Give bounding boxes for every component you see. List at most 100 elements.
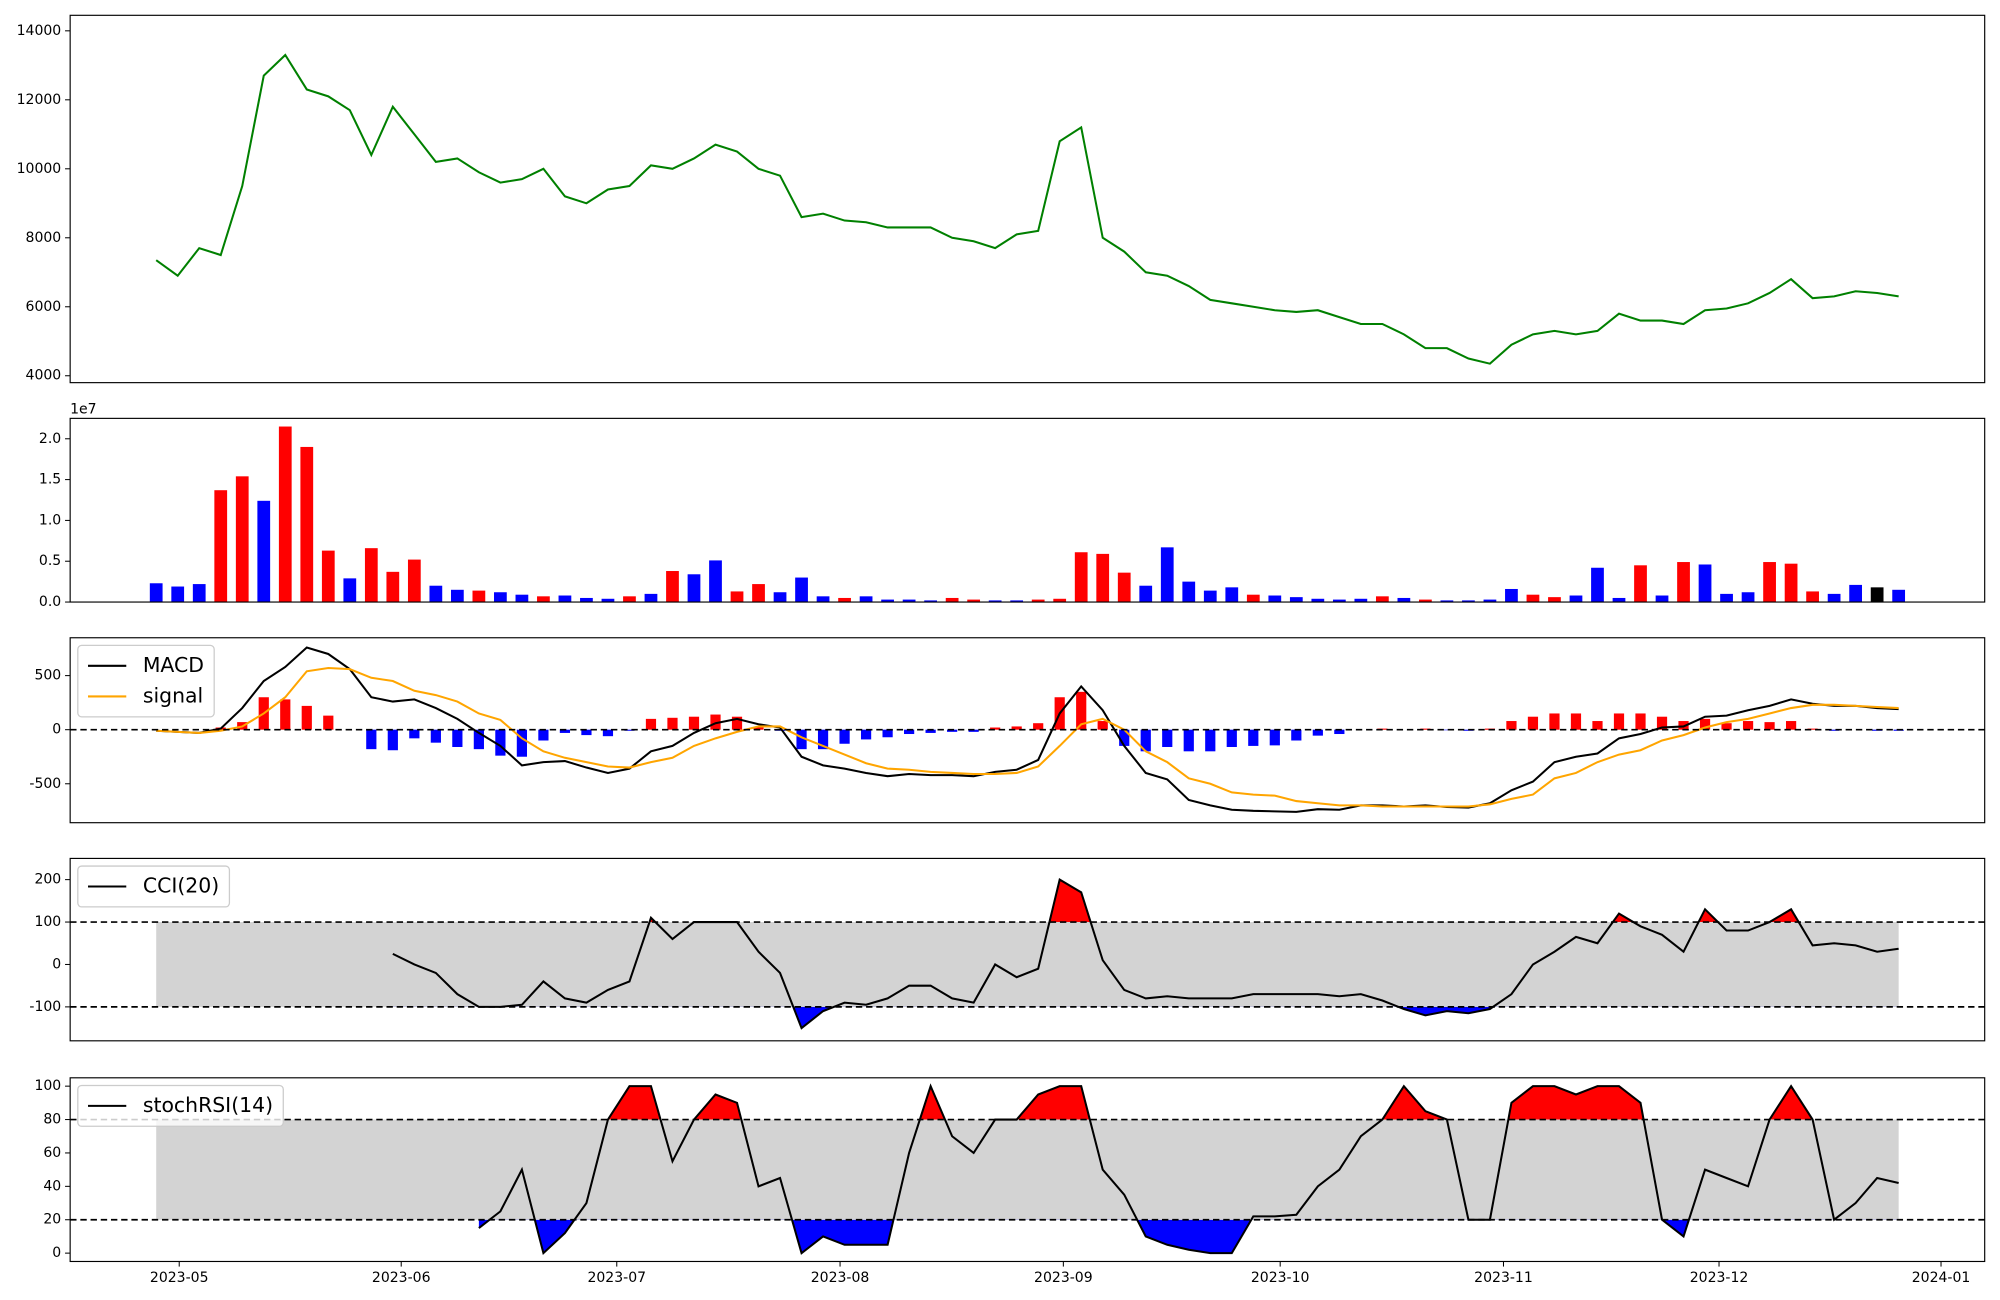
legend: stochRSI(14) [77,1084,284,1127]
volume-bar [192,584,206,603]
y-tick-label: 200 [34,872,61,888]
volume-bar [988,600,1002,603]
volume-bar [1827,593,1841,603]
y-tick-label: 4000 [26,368,62,384]
panel: -100 0 100 200 CCI(20) [29,857,1986,1042]
histogram-bar [1162,729,1173,747]
histogram-bar [280,699,291,730]
legend-box [77,1084,284,1127]
volume-bar [1784,563,1798,603]
series-line [156,646,1899,813]
volume-bar [902,599,916,603]
histogram-bar [1656,716,1668,730]
histogram-bar [667,717,678,730]
histogram-bar [990,727,1001,730]
y-tick-label: 10000 [17,161,62,177]
volume-bar [1311,598,1325,603]
histogram-bar [387,729,398,751]
x-tick-label: 2023-11 [1474,1270,1533,1286]
volume-bar [924,600,937,603]
volume-bar [1806,591,1819,603]
volume-bar [1763,562,1776,603]
volume-bar [1634,565,1647,603]
histogram-bar [1226,729,1237,747]
volume-bar [1548,597,1561,603]
threshold-band [156,922,1899,1007]
volume-bar [300,446,314,603]
volume-bar [149,583,163,603]
y-tick-label: 2.0 [39,431,61,447]
y-tick-label: 1.5 [39,472,61,488]
histogram-bar [538,729,549,741]
histogram-bar [581,729,592,736]
histogram-bar [796,729,807,750]
y-tick-label: 0.0 [39,594,61,610]
x-tick-label: 2023-12 [1690,1270,1749,1286]
histogram-bar [1011,726,1022,730]
x-tick-label: 2023-05 [150,1270,209,1286]
histogram-bar [1785,721,1797,730]
y-tick-label: 20 [43,1212,61,1228]
y-tick-label: 12000 [17,92,62,108]
volume-bar [1720,593,1733,603]
legend-label: CCI(20) [143,873,219,897]
volume-bar [171,586,185,603]
volume-bar [1332,599,1346,603]
histogram-bar [1140,729,1151,752]
y-tick-label: 60 [43,1145,61,1161]
y-tick-label: 0 [52,1245,61,1261]
histogram-bar [1613,713,1625,730]
histogram-bar [839,729,850,744]
histogram-bar [710,714,721,730]
volume-bar [1225,587,1239,603]
y-tick-label: 100 [34,1078,61,1094]
volume-bar [709,560,722,603]
volume-bar [1569,595,1583,603]
histogram-bar [1291,729,1302,741]
histogram-bar [753,727,764,730]
volume-bar [795,577,808,603]
histogram-bar [1549,713,1560,730]
volume-bar [321,550,335,603]
volume-bar [1419,599,1432,603]
histogram-bar [495,729,506,756]
histogram-bar [559,729,571,733]
x-tick-label: 2023-09 [1034,1270,1093,1286]
y-tick-label: 8000 [26,230,62,246]
volume-bar [472,590,486,603]
series-line [392,878,1899,1030]
volume-bar [214,490,228,603]
volume-bar [1591,567,1604,603]
volume-bar [1849,584,1863,603]
x-tick-label: 2023-07 [587,1270,646,1286]
y-tick-label: 1.0 [39,512,61,528]
histogram-bar [645,718,657,730]
y-tick-label: 0 [52,956,61,972]
histogram-bar [516,729,528,757]
y-tick-label: 6000 [26,299,62,315]
volume-bar [816,596,830,603]
volume-bar [1397,597,1411,603]
volume-bar [278,426,292,603]
histogram-bar [452,729,463,747]
volume-bar [644,593,658,603]
x-tick-label: 2023-10 [1251,1270,1310,1286]
volume-bar [450,589,464,603]
volume-bar [494,592,507,603]
y-tick-label: 0.5 [39,553,61,569]
volume-bar [859,596,873,603]
histogram-bar [1721,723,1732,730]
histogram-bar [323,715,334,730]
volume-bar [1462,600,1475,603]
volume-bar [601,598,615,603]
axes-frame [69,1077,1986,1263]
volume-bar [666,571,679,603]
legend-box [77,865,231,908]
volume-bar [1031,599,1045,603]
volume-bar [537,596,550,603]
histogram-bar [1635,713,1646,730]
histogram-bar [1248,729,1259,746]
volume-bar [1698,564,1712,603]
volume-bar [429,585,443,603]
histogram-bar [1183,729,1194,752]
